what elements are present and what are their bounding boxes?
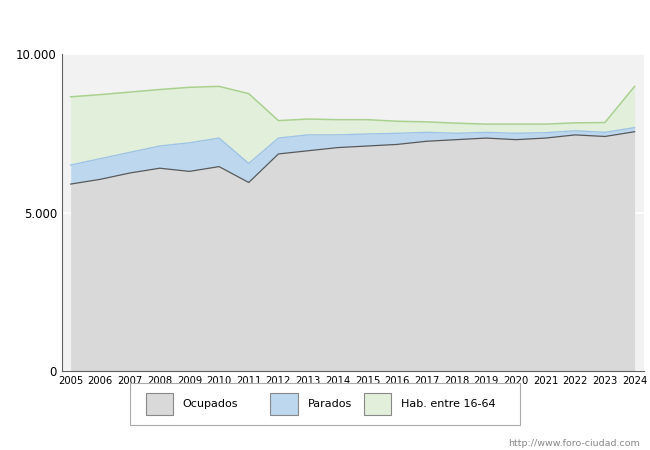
Bar [364,393,391,414]
Text: Betanzos - Evolucion de la poblacion en edad de Trabajar Agosto de 2024: Betanzos - Evolucion de la poblacion en … [49,17,601,30]
Text: Hab. entre 16-64: Hab. entre 16-64 [401,399,496,409]
Text: Ocupados: Ocupados [183,399,238,409]
Bar [146,393,173,414]
Text: Parados: Parados [307,399,352,409]
Text: http://www.foro-ciudad.com: http://www.foro-ciudad.com [508,439,640,448]
Bar [270,393,298,414]
